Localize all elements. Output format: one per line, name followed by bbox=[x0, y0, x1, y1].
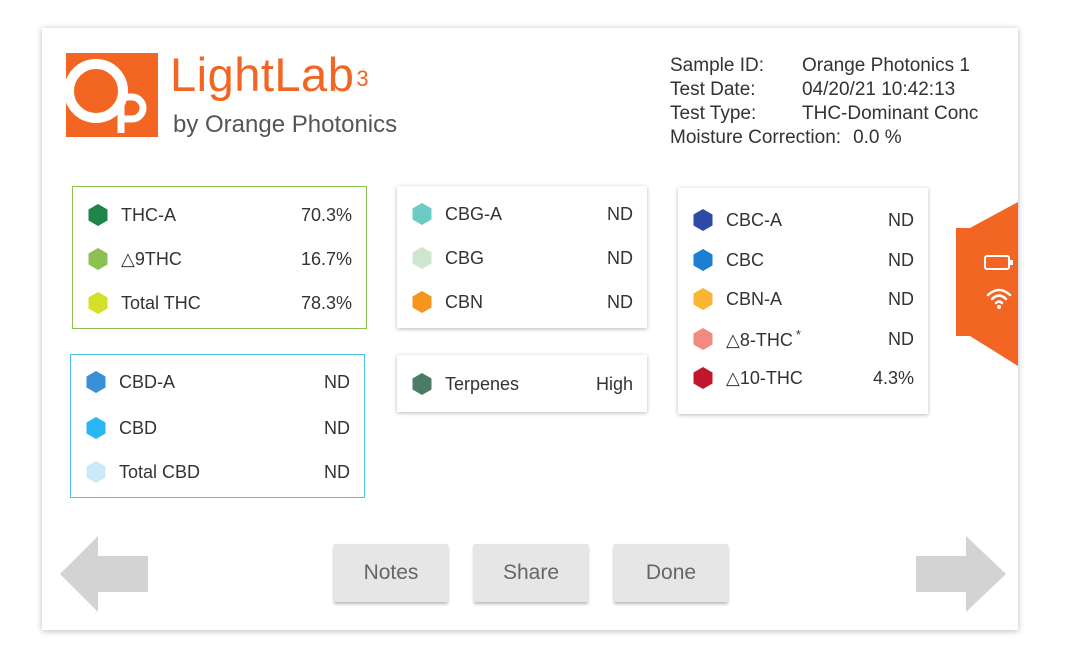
hexagon-icon bbox=[692, 288, 714, 310]
compound-label: THC-A bbox=[121, 204, 176, 225]
compound-value: 70.3% bbox=[300, 204, 352, 225]
compound-label: CBC bbox=[726, 249, 765, 270]
share-button[interactable]: Share bbox=[474, 544, 588, 602]
compound-value: ND bbox=[888, 249, 914, 270]
hexagon-icon bbox=[85, 371, 107, 393]
hexagon-icon bbox=[87, 292, 109, 314]
moisture-correction-label: Moisture Correction: bbox=[670, 127, 842, 148]
compound-label: △9THC bbox=[121, 248, 182, 269]
compound-label: CBG bbox=[445, 247, 485, 268]
result-row: CBN-A ND bbox=[678, 284, 928, 314]
sample-id-label: Sample ID: bbox=[670, 55, 764, 76]
hexagon-icon bbox=[411, 373, 433, 395]
compound-value: ND bbox=[607, 247, 633, 268]
result-row: CBN ND bbox=[397, 287, 647, 317]
compound-label: CBD-A bbox=[119, 371, 176, 392]
compound-value: ND bbox=[324, 371, 350, 392]
wifi-icon bbox=[986, 288, 1012, 309]
hexagon-icon bbox=[692, 209, 714, 231]
sample-info: Sample ID: Orange Photonics 1 Test Date:… bbox=[670, 54, 978, 150]
compound-label: Total THC bbox=[121, 292, 201, 313]
hexagon-icon bbox=[85, 461, 107, 483]
test-type-label: Test Type: bbox=[670, 103, 757, 124]
result-row: CBC ND bbox=[678, 245, 928, 275]
compound-value: 78.3% bbox=[300, 292, 352, 313]
terpenes-results-card: Terpenes High bbox=[397, 355, 647, 412]
compound-label: CBN bbox=[445, 291, 484, 312]
result-row: △8-THC * ND bbox=[678, 324, 928, 354]
status-tab-background bbox=[956, 202, 1018, 366]
result-row: CBD-A ND bbox=[71, 367, 364, 397]
cbc-results-card: CBC-A ND CBC ND CBN-A ND △8-THC * ND △10-… bbox=[678, 188, 928, 414]
result-row: CBC-A ND bbox=[678, 205, 928, 235]
hexagon-icon bbox=[87, 248, 109, 270]
brand-name: LightLab3 bbox=[170, 49, 369, 101]
compound-value: ND bbox=[324, 417, 350, 438]
cbd-results-card: CBD-A ND CBD ND Total CBD ND bbox=[70, 354, 365, 498]
compound-label: CBN-A bbox=[726, 288, 783, 309]
compound-value: ND bbox=[888, 328, 914, 349]
moisture-correction-value: 0.0 % bbox=[853, 127, 902, 148]
test-date-value: 04/20/21 10:42:13 bbox=[802, 79, 956, 100]
result-row: CBG-A ND bbox=[397, 199, 647, 229]
compound-value: ND bbox=[607, 291, 633, 312]
compound-label: Terpenes bbox=[445, 373, 520, 394]
moisture-correction-row: Moisture Correction: 0.0 % bbox=[670, 126, 978, 150]
arrow-right-icon bbox=[916, 536, 1006, 612]
battery-icon bbox=[984, 255, 1013, 270]
hexagon-icon bbox=[411, 203, 433, 225]
compound-label: △8-THC * bbox=[726, 327, 888, 351]
result-row: Terpenes High bbox=[397, 369, 647, 399]
result-row: △9THC 16.7% bbox=[73, 244, 366, 274]
result-row: △10-THC 4.3% bbox=[678, 363, 928, 393]
compound-value: ND bbox=[888, 209, 914, 230]
hexagon-icon bbox=[87, 204, 109, 226]
cbg-results-card: CBG-A ND CBG ND CBN ND bbox=[397, 186, 647, 328]
test-date-label: Test Date: bbox=[670, 79, 756, 100]
result-row: Total THC 78.3% bbox=[73, 288, 366, 318]
result-row: THC-A 70.3% bbox=[73, 200, 366, 230]
test-type-value: THC-Dominant Conc bbox=[802, 103, 979, 124]
hexagon-icon bbox=[692, 328, 714, 350]
hexagon-icon bbox=[692, 367, 714, 389]
compound-label: △10-THC bbox=[726, 367, 803, 388]
compound-label-text: △8-THC bbox=[726, 330, 793, 350]
notes-button[interactable]: Notes bbox=[334, 544, 448, 602]
compound-value: 4.3% bbox=[872, 367, 914, 388]
result-row: CBD ND bbox=[71, 413, 364, 443]
compound-value: ND bbox=[888, 288, 914, 309]
thc-results-card: THC-A 70.3% △9THC 16.7% Total THC 78.3% bbox=[72, 186, 367, 329]
compound-label: CBC-A bbox=[726, 209, 783, 230]
result-row: CBG ND bbox=[397, 243, 647, 273]
done-button[interactable]: Done bbox=[614, 544, 728, 602]
result-row: Total CBD ND bbox=[71, 457, 364, 487]
orange-photonics-logo-icon bbox=[66, 53, 158, 137]
brand-superscript: 3 bbox=[356, 66, 370, 91]
brand-tagline: by Orange Photonics bbox=[173, 111, 398, 138]
hexagon-icon bbox=[692, 249, 714, 271]
hexagon-icon bbox=[411, 247, 433, 269]
footnote-asterisk: * bbox=[795, 327, 801, 342]
arrow-left-icon bbox=[60, 536, 148, 612]
compound-value: 16.7% bbox=[300, 248, 352, 269]
test-type-row: Test Type: THC-Dominant Conc bbox=[670, 102, 978, 126]
hexagon-icon bbox=[411, 291, 433, 313]
results-screen: LightLab3 by Orange Photonics Sample ID:… bbox=[42, 28, 1018, 630]
previous-button[interactable] bbox=[60, 536, 150, 612]
sample-id-value: Orange Photonics 1 bbox=[802, 55, 970, 76]
compound-value: High bbox=[595, 373, 633, 394]
hexagon-icon bbox=[85, 417, 107, 439]
compound-label: Total CBD bbox=[119, 461, 201, 482]
compound-label: CBG-A bbox=[445, 203, 503, 224]
compound-value: ND bbox=[324, 461, 350, 482]
sample-id-row: Sample ID: Orange Photonics 1 bbox=[670, 54, 978, 78]
test-date-row: Test Date: 04/20/21 10:42:13 bbox=[670, 78, 978, 102]
compound-value: ND bbox=[607, 203, 633, 224]
status-tab[interactable] bbox=[956, 202, 1018, 366]
compound-label: CBD bbox=[119, 417, 158, 438]
next-button[interactable] bbox=[914, 536, 1006, 612]
brand-name-text: LightLab bbox=[170, 48, 355, 101]
